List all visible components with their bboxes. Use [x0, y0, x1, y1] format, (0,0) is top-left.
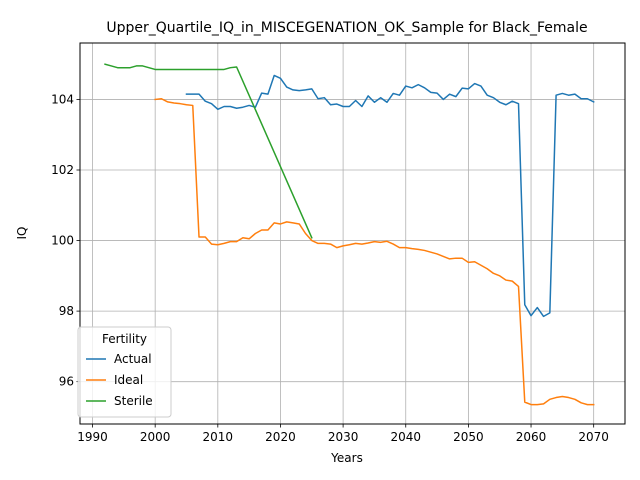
legend-label-actual: Actual — [114, 352, 152, 366]
series-layer — [104, 63, 595, 406]
series-line-sterile — [104, 63, 313, 239]
x-axis-label: Years — [330, 451, 363, 465]
legend-box — [77, 326, 172, 418]
x-tick-label: 2050 — [453, 430, 484, 444]
x-tick-label: 2040 — [390, 430, 421, 444]
y-tick-label: 102 — [51, 163, 74, 177]
x-tick-label: 2020 — [265, 430, 296, 444]
y-tick-label: 98 — [59, 304, 74, 318]
y-tick-label: 104 — [51, 92, 74, 106]
legend-items: Actual Ideal Sterile — [86, 352, 153, 408]
legend-label-sterile: Sterile — [114, 394, 153, 408]
y-tick-label: 100 — [51, 234, 74, 248]
legend-title: Fertility — [102, 332, 147, 346]
chart-title: Upper_Quartile_IQ_in_MISCEGENATION_OK_Sa… — [106, 20, 587, 36]
x-tick-label: 2060 — [516, 430, 547, 444]
legend-label-ideal: Ideal — [114, 373, 143, 387]
plot-frame — [79, 42, 626, 425]
x-tick-label: 2070 — [578, 430, 609, 444]
y-tick-label: 96 — [59, 375, 74, 389]
x-tick-label: 1990 — [77, 430, 108, 444]
x-tick-label: 2010 — [203, 430, 234, 444]
y-axis: 96 98 100 102 104 — [51, 92, 80, 389]
x-axis: 1990 2000 2010 2020 2030 2040 2050 2060 2070 — [77, 424, 609, 444]
legend: Fertility Actual Ideal Sterile — [77, 326, 172, 418]
x-tick-label: 2030 — [328, 430, 359, 444]
y-axis-label: IQ — [15, 227, 29, 240]
series-line-ideal — [154, 97, 595, 406]
x-tick-label: 2000 — [140, 430, 171, 444]
